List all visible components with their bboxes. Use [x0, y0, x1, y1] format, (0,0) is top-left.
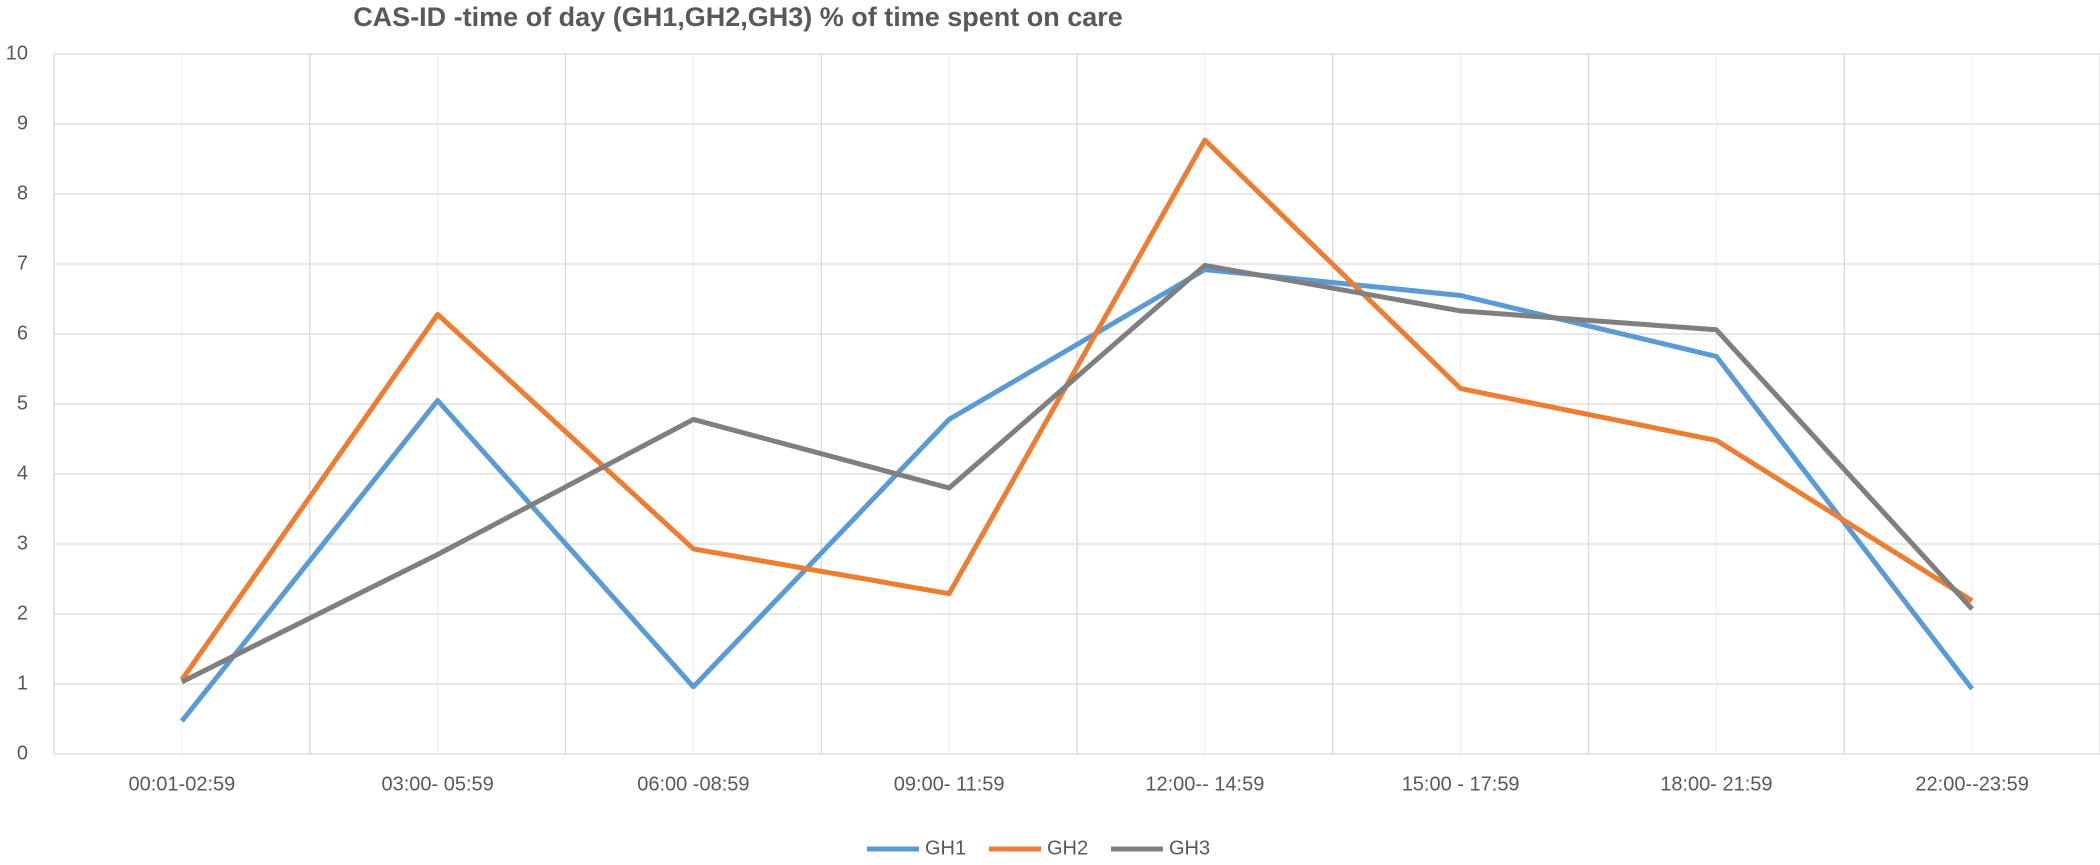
legend-label: GH2 — [1047, 837, 1088, 859]
x-tick-label: 15:00 - 17:59 — [1402, 773, 1520, 795]
y-tick-label: 10 — [6, 42, 28, 64]
legend-label: GH1 — [925, 837, 966, 859]
y-tick-label: 9 — [17, 112, 28, 134]
y-tick-label: 7 — [17, 252, 28, 274]
y-tick-label: 6 — [17, 322, 28, 344]
x-tick-label: 03:00- 05:59 — [381, 773, 493, 795]
y-tick-label: 1 — [17, 672, 28, 694]
y-tick-label: 3 — [17, 532, 28, 554]
y-tick-label: 5 — [17, 392, 28, 414]
x-tick-label: 22:00--23:59 — [1915, 773, 2028, 795]
y-tick-label: 8 — [17, 182, 28, 204]
y-tick-label: 0 — [17, 742, 28, 764]
line-series — [179, 137, 1974, 682]
line-series — [179, 267, 1975, 723]
y-tick-label: 4 — [17, 462, 28, 484]
x-tick-label: 09:00- 11:59 — [894, 773, 1005, 795]
x-tick-label: 18:00- 21:59 — [1660, 773, 1772, 795]
legend-label: GH3 — [1169, 837, 1210, 859]
x-tick-label: 12:00-- 14:59 — [1145, 773, 1264, 795]
line-series — [180, 262, 1974, 685]
x-tick-label: 06:00 -08:59 — [637, 773, 749, 795]
chart-title: CAS-ID -time of day (GH1,GH2,GH3) % of t… — [353, 2, 1123, 32]
x-tick-label: 00:01-02:59 — [128, 773, 235, 795]
y-tick-label: 2 — [17, 602, 28, 624]
